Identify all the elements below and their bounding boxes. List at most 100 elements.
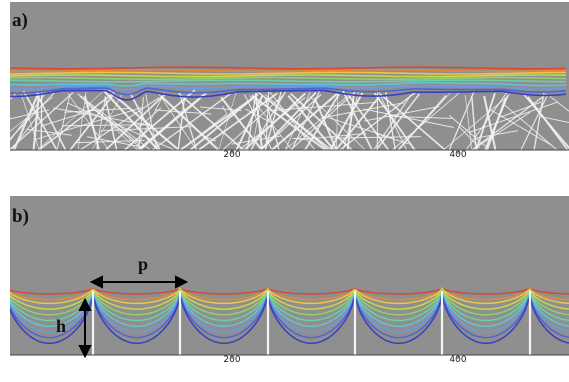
fiber — [11, 113, 40, 150]
panel-b-background — [10, 196, 569, 355]
fiber — [218, 91, 237, 151]
fiber — [43, 109, 94, 126]
fiber — [448, 91, 475, 151]
fiber — [483, 95, 497, 151]
fiber — [533, 92, 545, 151]
fiber — [53, 107, 149, 126]
contour-line — [10, 288, 569, 316]
fiber — [339, 92, 416, 151]
fiber — [373, 94, 412, 151]
fiber — [76, 140, 145, 144]
x-tick-label: 400 — [449, 355, 467, 365]
fiber — [251, 96, 262, 151]
fiber — [38, 91, 115, 151]
fiber — [87, 136, 145, 148]
period-label: p — [138, 254, 149, 274]
contour-line — [10, 76, 566, 80]
panel-b: b) p h 200 400 — [10, 196, 569, 366]
fiber — [10, 109, 50, 120]
fiber — [123, 89, 196, 151]
fiber — [346, 92, 390, 151]
contour-line — [10, 290, 569, 333]
fiber — [67, 93, 110, 151]
fiber — [331, 136, 422, 139]
contour-line — [10, 89, 567, 101]
height-label: h — [56, 316, 67, 336]
panel-a: a) 200 400 — [10, 2, 569, 160]
fiber — [379, 93, 446, 151]
fiber — [10, 92, 74, 151]
x-tick-label: 400 — [449, 150, 467, 160]
contour-line — [10, 84, 567, 91]
fiber — [198, 92, 278, 151]
contour-line — [10, 79, 566, 83]
fiber — [329, 92, 364, 151]
fiber — [375, 93, 420, 151]
contour-line — [10, 74, 566, 78]
fiber — [26, 128, 72, 136]
fiber — [471, 95, 477, 151]
fiber — [342, 90, 373, 151]
fiber — [322, 102, 404, 119]
contour-lines — [10, 66, 567, 101]
fiber — [231, 135, 282, 145]
fiber-network — [10, 89, 569, 151]
fiber — [523, 94, 569, 150]
fiber — [476, 130, 519, 139]
fiber — [177, 96, 186, 151]
contour-line — [10, 82, 567, 87]
contour-line — [10, 289, 569, 327]
contour-line — [10, 293, 569, 345]
fiber — [137, 94, 204, 151]
panel-b-canvas — [10, 196, 569, 359]
fiber — [202, 135, 217, 142]
fiber — [177, 92, 245, 151]
panel-label: a) — [12, 10, 28, 31]
fiber — [260, 94, 322, 151]
contour-line — [10, 69, 567, 73]
fiber — [33, 107, 143, 141]
fiber — [464, 94, 473, 151]
fiber — [77, 91, 87, 151]
fiber — [504, 104, 557, 150]
fiber — [346, 93, 355, 151]
fiber — [220, 96, 263, 151]
contour-line — [10, 87, 567, 96]
contour-line — [10, 66, 567, 70]
fiber — [79, 97, 160, 151]
fiber — [549, 96, 569, 112]
height-arrow — [78, 297, 92, 359]
fiber — [520, 94, 549, 151]
x-tick-label: 200 — [223, 150, 241, 160]
fiber — [145, 94, 158, 151]
fiber — [264, 91, 282, 151]
fiber — [269, 101, 376, 112]
fiber — [154, 109, 212, 115]
fiber — [458, 125, 481, 149]
panel-a-canvas — [10, 2, 569, 154]
fiber — [10, 90, 57, 140]
fiber — [397, 94, 447, 151]
fiber — [336, 95, 339, 151]
fiber — [199, 106, 242, 111]
fiber — [62, 124, 152, 127]
fiber — [251, 94, 327, 151]
fiber — [500, 101, 542, 118]
panel-label: b) — [12, 206, 29, 227]
fiber — [245, 108, 273, 124]
fiber — [377, 91, 408, 151]
fiber — [271, 92, 339, 151]
contour-line — [10, 71, 567, 75]
fiber — [136, 107, 162, 130]
contour-line — [10, 287, 569, 310]
contour-line — [10, 288, 569, 322]
fiber — [100, 126, 194, 132]
contour-line — [10, 287, 569, 295]
fiber — [386, 115, 453, 119]
fiber — [540, 116, 569, 123]
fiber — [269, 91, 316, 151]
fiber — [84, 102, 140, 145]
fiber — [491, 109, 552, 146]
fiber — [284, 92, 311, 151]
fiber — [63, 107, 131, 113]
